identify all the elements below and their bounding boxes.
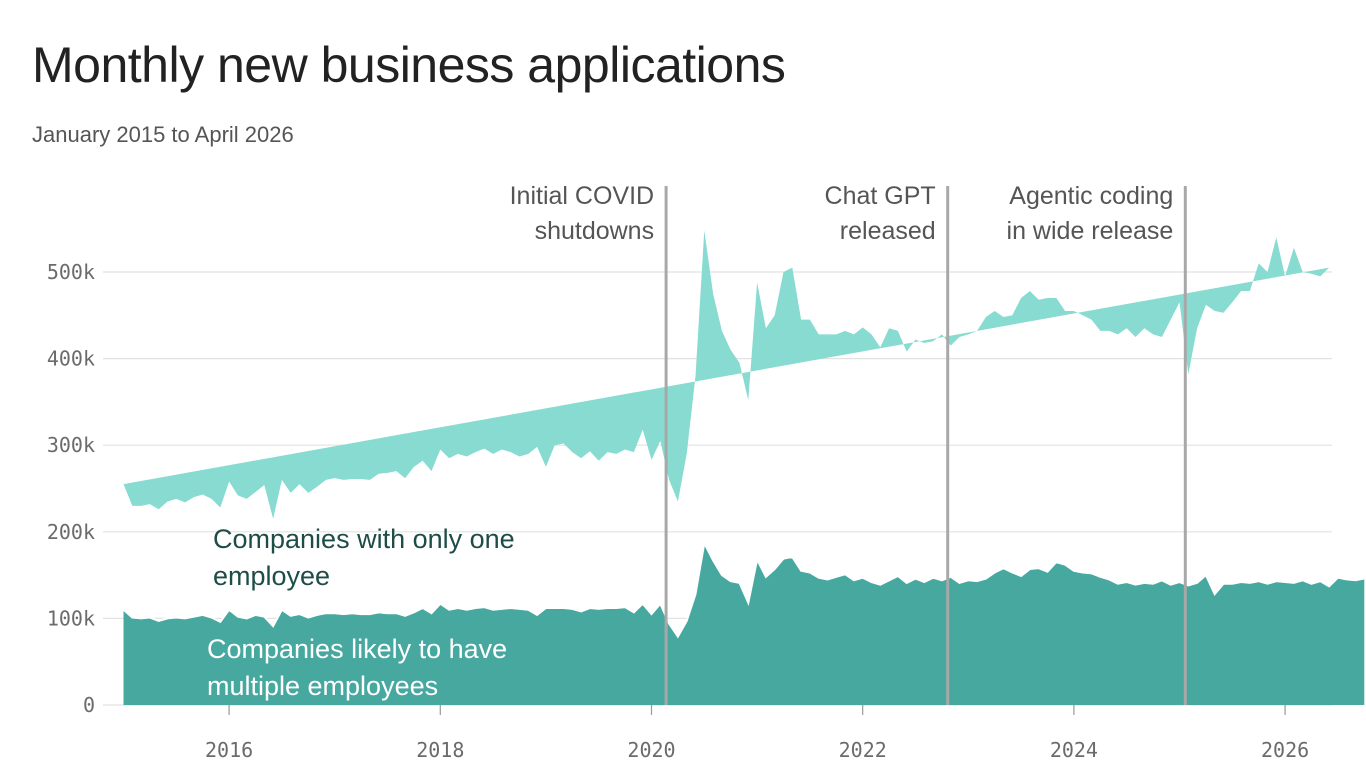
- x-tick-label: 2026: [1261, 738, 1309, 762]
- series-labels: Companies with only one employee Companies…: [207, 524, 515, 701]
- annotations: Initial COVID shutdowns Chat GPT released Ag…: [510, 182, 1187, 705]
- x-axis: 2016 2018 2020 2022 2024 2026: [205, 705, 1309, 762]
- event-label: Agentic coding: [1009, 182, 1173, 210]
- x-tick-label: 2020: [627, 738, 675, 762]
- areas: [122, 230, 1365, 705]
- chart-subtitle: January 2015 to April 2026: [32, 122, 294, 147]
- y-tick-label: 100k: [47, 606, 95, 630]
- event-label: in wide release: [1007, 217, 1174, 245]
- event-label: shutdowns: [535, 217, 655, 245]
- y-tick-label: 500k: [47, 260, 95, 284]
- y-axis: 0 100k 200k 300k 400k 500k: [47, 260, 95, 717]
- series-label-one-employee: employee: [213, 561, 330, 591]
- area-one-employee: [123, 230, 1330, 519]
- event-label: Chat GPT: [825, 182, 936, 210]
- event-label: released: [840, 217, 936, 245]
- x-tick-label: 2022: [839, 738, 887, 762]
- y-tick-label: 400k: [47, 347, 95, 371]
- series-label-one-employee: Companies with only one: [213, 524, 515, 554]
- area-multiple-employees: [123, 543, 1365, 705]
- chart-title: Monthly new business applications: [32, 37, 786, 93]
- y-tick-label: 300k: [47, 433, 95, 457]
- series-label-multiple-employees: multiple employees: [207, 671, 438, 701]
- y-tick-label: 200k: [47, 520, 95, 544]
- y-tick-label: 0: [83, 693, 95, 717]
- x-tick-label: 2016: [205, 738, 253, 762]
- series-label-multiple-employees: Companies likely to have: [207, 634, 507, 664]
- event-label: Initial COVID: [510, 182, 654, 210]
- x-tick-label: 2018: [416, 738, 464, 762]
- series-boundary-line: [122, 539, 1365, 639]
- x-tick-label: 2024: [1050, 738, 1098, 762]
